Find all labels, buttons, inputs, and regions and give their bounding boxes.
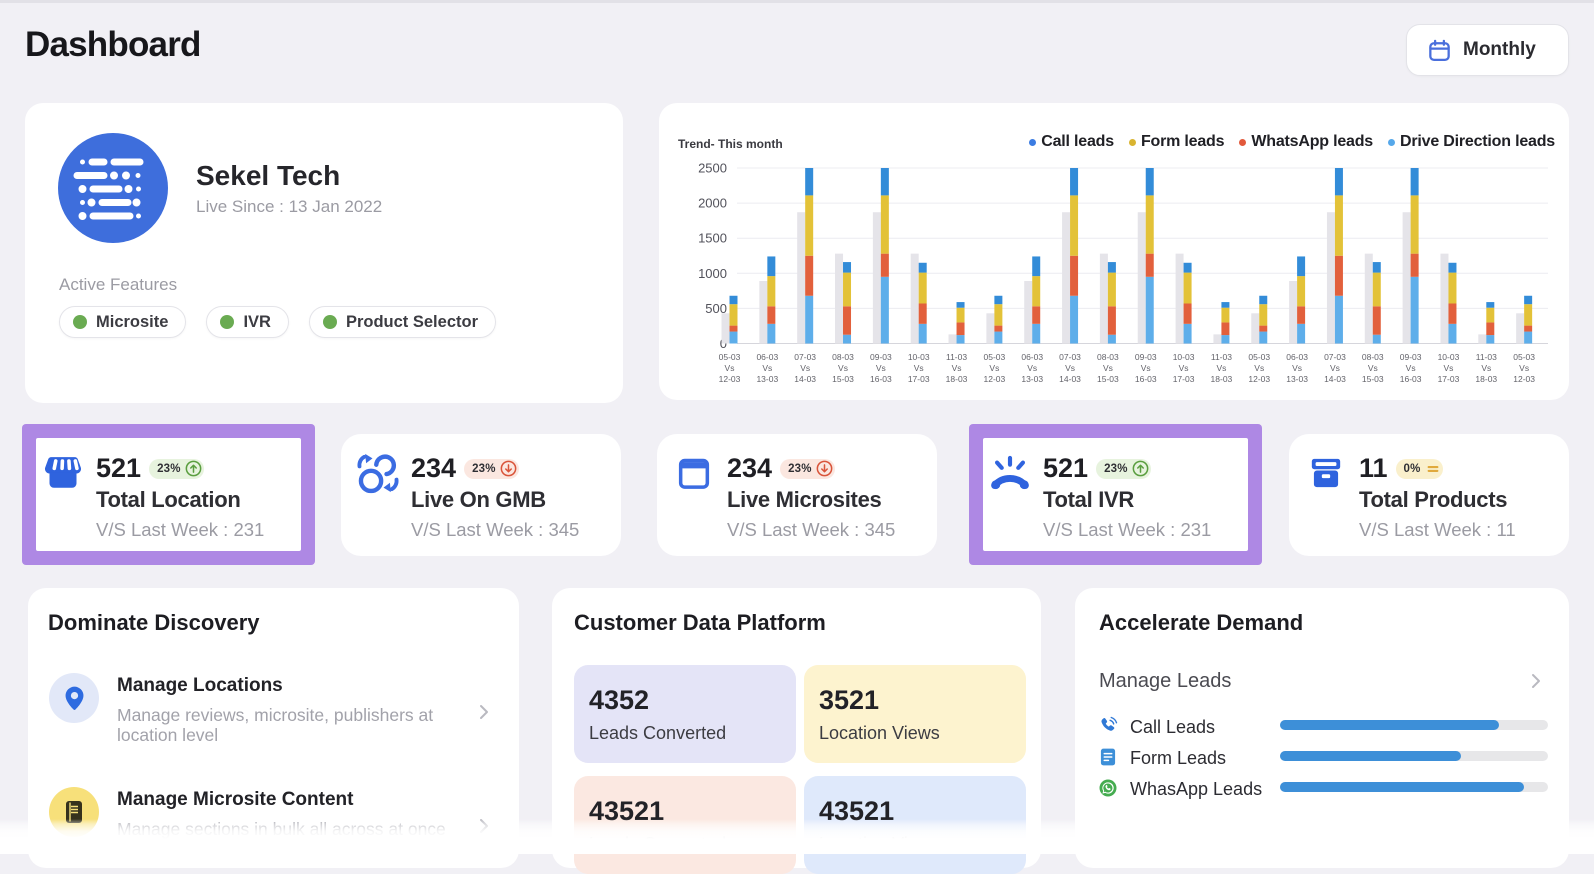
svg-text:Vs: Vs [1481, 363, 1491, 373]
svg-text:Vs: Vs [838, 363, 848, 373]
svg-text:17-03: 17-03 [1438, 374, 1460, 384]
svg-text:11-03: 11-03 [946, 352, 967, 362]
svg-text:Vs: Vs [762, 363, 772, 373]
svg-text:07-03: 07-03 [1324, 352, 1346, 362]
svg-text:18-03: 18-03 [1211, 374, 1233, 384]
svg-text:Vs: Vs [1141, 363, 1151, 373]
svg-text:08-03: 08-03 [832, 352, 854, 362]
svg-text:Vs: Vs [1103, 363, 1113, 373]
svg-text:10-03: 10-03 [1173, 352, 1195, 362]
svg-text:11-03: 11-03 [1211, 352, 1232, 362]
svg-text:Vs: Vs [1254, 363, 1264, 373]
svg-text:12-03: 12-03 [1248, 374, 1270, 384]
svg-text:1000: 1000 [698, 266, 727, 281]
svg-text:14-03: 14-03 [794, 374, 816, 384]
svg-text:2000: 2000 [698, 196, 727, 211]
svg-text:Vs: Vs [914, 363, 924, 373]
svg-text:Vs: Vs [989, 363, 999, 373]
svg-text:Vs: Vs [1216, 363, 1226, 373]
svg-text:09-03: 09-03 [870, 352, 892, 362]
svg-text:Vs: Vs [725, 363, 735, 373]
svg-text:08-03: 08-03 [1097, 352, 1119, 362]
svg-text:17-03: 17-03 [908, 374, 930, 384]
svg-text:16-03: 16-03 [1135, 374, 1157, 384]
svg-text:Vs: Vs [1406, 363, 1416, 373]
svg-text:18-03: 18-03 [946, 374, 968, 384]
svg-text:Vs: Vs [1443, 363, 1453, 373]
svg-text:12-03: 12-03 [1513, 374, 1535, 384]
svg-text:13-03: 13-03 [1286, 374, 1308, 384]
svg-text:Vs: Vs [876, 363, 886, 373]
svg-text:11-03: 11-03 [1476, 352, 1497, 362]
svg-text:08-03: 08-03 [1362, 352, 1384, 362]
svg-text:500: 500 [705, 301, 727, 316]
svg-text:18-03: 18-03 [1475, 374, 1497, 384]
svg-text:17-03: 17-03 [1173, 374, 1195, 384]
svg-text:Vs: Vs [1292, 363, 1302, 373]
svg-text:Vs: Vs [1519, 363, 1529, 373]
svg-text:05-03: 05-03 [1248, 352, 1270, 362]
svg-text:16-03: 16-03 [870, 374, 892, 384]
svg-text:07-03: 07-03 [794, 352, 816, 362]
svg-text:16-03: 16-03 [1400, 374, 1422, 384]
svg-text:05-03: 05-03 [719, 352, 741, 362]
svg-text:Vs: Vs [952, 363, 962, 373]
svg-text:14-03: 14-03 [1324, 374, 1346, 384]
svg-text:2500: 2500 [698, 161, 727, 176]
svg-text:15-03: 15-03 [1097, 374, 1119, 384]
svg-text:06-03: 06-03 [756, 352, 778, 362]
svg-text:06-03: 06-03 [1286, 352, 1308, 362]
svg-text:12-03: 12-03 [719, 374, 741, 384]
svg-text:13-03: 13-03 [756, 374, 778, 384]
svg-text:07-03: 07-03 [1059, 352, 1081, 362]
svg-text:10-03: 10-03 [1438, 352, 1460, 362]
svg-text:13-03: 13-03 [1021, 374, 1043, 384]
svg-text:09-03: 09-03 [1135, 352, 1157, 362]
svg-text:14-03: 14-03 [1059, 374, 1081, 384]
svg-text:05-03: 05-03 [984, 352, 1006, 362]
svg-text:09-03: 09-03 [1400, 352, 1422, 362]
svg-text:Vs: Vs [800, 363, 810, 373]
svg-text:Vs: Vs [1330, 363, 1340, 373]
svg-text:10-03: 10-03 [908, 352, 930, 362]
svg-text:Vs: Vs [1027, 363, 1037, 373]
svg-text:1500: 1500 [698, 231, 727, 246]
svg-text:15-03: 15-03 [832, 374, 854, 384]
svg-text:Vs: Vs [1065, 363, 1075, 373]
svg-text:Vs: Vs [1179, 363, 1189, 373]
svg-text:Vs: Vs [1368, 363, 1378, 373]
svg-text:15-03: 15-03 [1362, 374, 1384, 384]
svg-text:06-03: 06-03 [1021, 352, 1043, 362]
svg-text:05-03: 05-03 [1513, 352, 1535, 362]
svg-text:12-03: 12-03 [984, 374, 1006, 384]
